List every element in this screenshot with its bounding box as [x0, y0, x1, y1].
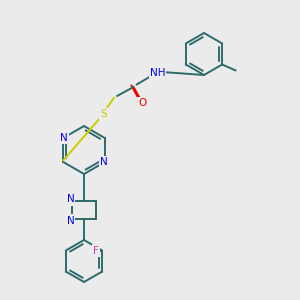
- Text: N: N: [67, 215, 74, 226]
- Text: S: S: [100, 109, 107, 119]
- Text: N: N: [60, 133, 68, 143]
- Text: O: O: [138, 98, 147, 109]
- Text: F: F: [93, 245, 99, 256]
- Text: NH: NH: [150, 68, 165, 79]
- Text: N: N: [67, 194, 74, 205]
- Text: N: N: [100, 157, 108, 167]
